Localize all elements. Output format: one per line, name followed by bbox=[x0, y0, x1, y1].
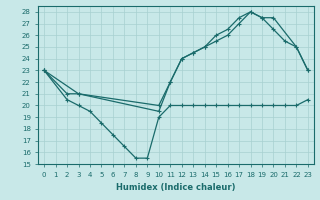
X-axis label: Humidex (Indice chaleur): Humidex (Indice chaleur) bbox=[116, 183, 236, 192]
